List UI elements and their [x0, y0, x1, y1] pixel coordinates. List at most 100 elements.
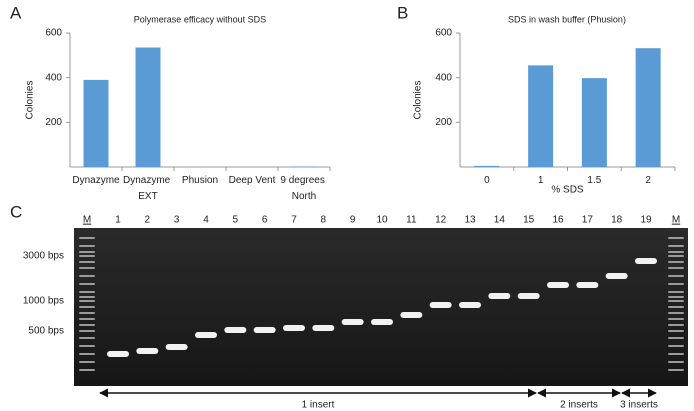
y-axis-label: Colonies: [413, 81, 424, 120]
ladder-band: [79, 275, 95, 277]
lane-label: 10: [376, 215, 388, 226]
ladder-band: [79, 337, 95, 339]
lane-label: 4: [203, 215, 209, 226]
y-tick-label: 200: [45, 117, 62, 128]
ladder-band: [79, 345, 95, 347]
ladder-band: [668, 361, 684, 363]
gel: [79, 237, 684, 371]
dna-band: [165, 344, 188, 350]
lane-label: 1: [115, 215, 121, 226]
ladder-band: [79, 283, 95, 285]
bar: [135, 47, 161, 168]
ladder-band: [668, 255, 684, 257]
ladder-band: [668, 245, 684, 247]
dna-band: [635, 258, 657, 264]
lane-label: 19: [640, 215, 652, 226]
dna-band: [459, 302, 481, 308]
lane-label: 7: [291, 215, 297, 226]
y-axis-label: Colonies: [25, 81, 36, 120]
ladder-band: [668, 291, 684, 293]
bar: [581, 78, 607, 167]
ladder-band: [79, 324, 95, 326]
y-tick-label: 400: [435, 72, 452, 83]
ladder-band: [79, 353, 95, 355]
dna-band: [605, 273, 628, 279]
ladder-band: [668, 324, 684, 326]
marker-label: 3000 bps: [23, 251, 64, 262]
ladder-band: [79, 369, 95, 371]
lane-label: 14: [494, 215, 506, 226]
ladder-band: [79, 296, 95, 298]
bar: [635, 48, 661, 167]
x-tick-label: Dynazyme EXT: [123, 175, 173, 202]
dna-band: [195, 332, 217, 338]
dna-band: [341, 319, 364, 325]
dna-band: [283, 325, 305, 331]
lane-label: 11: [406, 215, 417, 226]
ladder-band: [668, 312, 684, 314]
x-tick-label: Dynazyme: [72, 175, 120, 186]
group-label: 3 inserts: [620, 400, 658, 411]
ladder-band: [79, 267, 95, 269]
ladder-band: [668, 345, 684, 347]
lane-label: M: [672, 215, 680, 226]
ladder-band: [668, 300, 684, 302]
ladder-band: [668, 353, 684, 355]
lane-label: 2: [145, 215, 151, 226]
x-tick-label: 1.5: [587, 175, 601, 186]
x-tick-label: 9 degrees North: [280, 175, 327, 202]
x-axis-label: % SDS: [551, 185, 584, 196]
group-label: 1 insert: [302, 400, 335, 411]
ladder-band: [79, 255, 95, 257]
ladder-band: [79, 300, 95, 302]
chart-title: Polymerase efficacy without SDS: [134, 14, 266, 24]
ladder-band: [79, 318, 95, 320]
dna-band: [488, 293, 511, 299]
dna-band: [224, 327, 247, 333]
bar: [474, 165, 500, 167]
ladder-band: [79, 245, 95, 247]
dna-band: [429, 302, 452, 308]
bar: [83, 79, 109, 167]
lane-label: 3: [174, 215, 180, 226]
dna-band: [371, 319, 393, 325]
lane-label: 12: [435, 215, 447, 226]
ladder-band: [79, 312, 95, 314]
dna-band: [107, 351, 129, 357]
lane-label: 13: [464, 215, 476, 226]
ladder-band: [79, 306, 95, 308]
dna-band: [136, 348, 159, 354]
lane-label: 5: [233, 215, 239, 226]
ladder-band: [668, 251, 684, 253]
lane-label: 17: [582, 215, 594, 226]
lane-label: 16: [552, 215, 564, 226]
chart-title: SDS in wash buffer (Phusion): [508, 14, 626, 24]
ladder-band: [79, 237, 95, 239]
ladder-band: [79, 261, 95, 263]
x-tick-label: Deep Vent: [229, 175, 276, 186]
ladder-band: [668, 275, 684, 277]
dna-band: [576, 282, 599, 288]
ladder-band: [668, 296, 684, 298]
ladder-band: [79, 251, 95, 253]
x-tick-label: 0: [484, 175, 490, 186]
group-label: 2 inserts: [560, 400, 598, 411]
ladder-band: [668, 283, 684, 285]
lane-label: 9: [350, 215, 356, 226]
ladder-band: [668, 306, 684, 308]
ladder-band: [668, 237, 684, 239]
lane-label: 6: [262, 215, 268, 226]
lane-label: 18: [611, 215, 623, 226]
ladder-band: [668, 337, 684, 339]
ladder-band: [79, 361, 95, 363]
panel-label: C: [10, 202, 22, 221]
marker-label: 500 bps: [28, 326, 64, 337]
y-tick-label: 200: [435, 117, 452, 128]
y-tick-label: 400: [45, 72, 62, 83]
ladder-band: [668, 318, 684, 320]
marker-label: 1000 bps: [23, 296, 64, 307]
x-tick-label: Phusion: [182, 175, 218, 186]
gel-image: [74, 228, 688, 386]
ladder-band: [79, 330, 95, 332]
